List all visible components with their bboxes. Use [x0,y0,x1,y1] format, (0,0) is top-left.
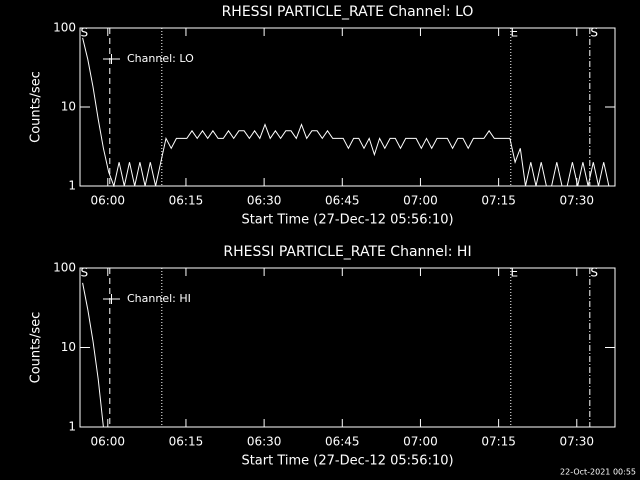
flag-label: S [590,26,598,40]
x-tick-label: 07:00 [403,194,438,208]
x-tick-label: 06:00 [90,435,125,449]
x-tick-label: 06:30 [247,194,282,208]
x-tick-label: 07:30 [559,435,594,449]
x-tick-label: 07:30 [559,194,594,208]
x-tick-label: 06:15 [169,194,204,208]
chart-title: RHESSI PARTICLE_RATE Channel: LO [222,4,474,20]
x-tick-label: 07:15 [481,194,516,208]
y-tick-label: 1 [68,179,76,193]
x-tick-label: 06:45 [325,194,360,208]
data-line [82,282,104,428]
footer: 22-Oct-2021 00:55 [560,468,636,477]
x-tick-label: 06:45 [325,435,360,449]
data-line [82,37,610,187]
x-tick-label: 06:00 [90,194,125,208]
x-tick-label: 07:00 [403,435,438,449]
flag-label: E [510,266,518,280]
y-tick-label: 10 [61,340,76,354]
chart-title: RHESSI PARTICLE_RATE Channel: HI [223,244,471,260]
y-axis-title: Counts/sec [29,312,44,384]
legend-label: Channel: LO [127,52,194,65]
flag-label: E [510,26,518,40]
x-tick-label: 06:30 [247,435,282,449]
x-tick-label: 07:15 [481,435,516,449]
y-tick-label: 1 [68,420,76,434]
y-tick-label: 10 [61,100,76,114]
flag-label: S [590,266,598,280]
y-axis-title: Counts/sec [29,71,44,143]
x-axis-title: Start Time (27-Dec-12 05:56:10) [241,454,453,469]
y-tick-label: 100 [53,21,76,35]
x-tick-label: 06:15 [169,435,204,449]
flag-label: S [81,266,89,280]
flag-label: S [81,26,89,40]
y-tick-label: 100 [53,261,76,275]
legend-label: Channel: HI [127,292,191,305]
x-axis-title: Start Time (27-Dec-12 05:56:10) [241,213,453,228]
